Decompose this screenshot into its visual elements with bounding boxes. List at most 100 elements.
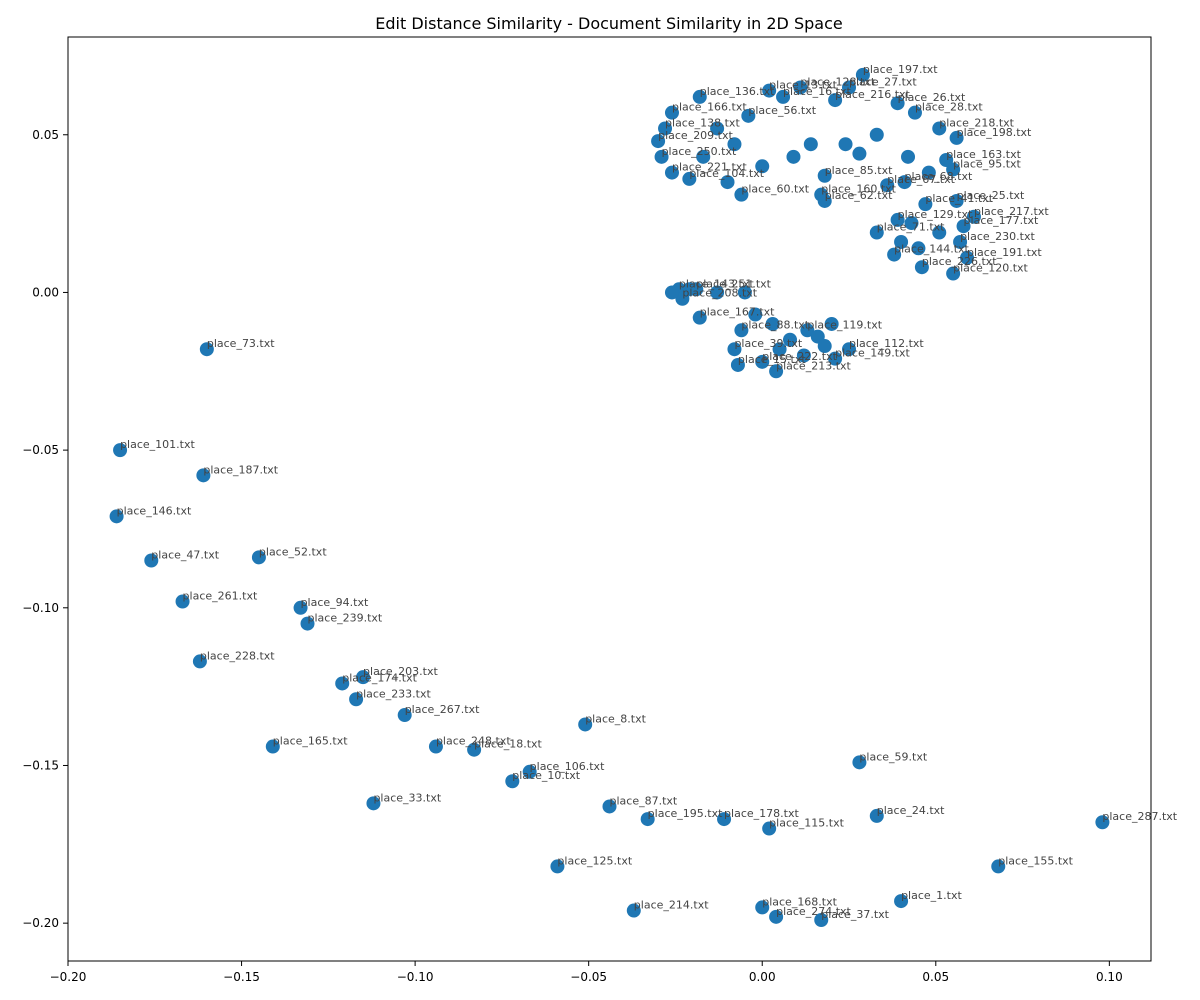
x-tick-label: 0.10: [1096, 970, 1123, 984]
x-tick-label: 0.00: [749, 970, 776, 984]
scatter-point: [626, 903, 641, 918]
scatter-point: [505, 774, 520, 789]
scatter-point: [727, 137, 742, 152]
scatter-point: [717, 812, 732, 827]
scatter-point: [814, 913, 829, 928]
point-label: place_214.txt: [634, 899, 709, 912]
point-label: place_88.txt: [741, 318, 809, 331]
point-label: place_39.txt: [734, 337, 802, 350]
scatter-point: [265, 739, 280, 754]
point-label: place_60.txt: [741, 183, 809, 196]
point-label: place_59.txt: [859, 750, 927, 763]
x-tick-label: −0.10: [397, 970, 434, 984]
scatter-point: [932, 121, 947, 136]
point-label: place_85.txt: [825, 164, 893, 177]
point-label: place_177.txt: [964, 214, 1039, 227]
scatter-point: [786, 149, 801, 164]
scatter-point: [956, 219, 971, 234]
scatter-point: [991, 859, 1006, 874]
point-label: place_267.txt: [405, 703, 480, 716]
scatter-point: [932, 225, 947, 240]
scatter-point: [109, 509, 124, 524]
scatter-point: [824, 316, 839, 331]
scatter-point: [803, 137, 818, 152]
scatter-point: [776, 89, 791, 104]
scatter-point: [800, 323, 815, 338]
point-label: place_13.txt: [769, 79, 837, 92]
point-label: place_47.txt: [151, 548, 219, 561]
scatter-point: [692, 89, 707, 104]
chart-title: Edit Distance Similarity - Document Simi…: [375, 14, 842, 33]
plot-frame: [67, 36, 1152, 962]
y-tick-label: −0.10: [22, 601, 59, 615]
scatter-point: [682, 282, 697, 297]
point-label: place_41.txt: [925, 192, 993, 205]
y-axis: −0.20 −0.15 −0.10 −0.05 0.00 0.05: [22, 128, 68, 930]
scatter-point: [953, 234, 968, 249]
scatter-point: [914, 260, 929, 275]
point-label: place_226.txt: [922, 255, 997, 268]
scatter-point: [855, 67, 870, 82]
scatter-point: [710, 121, 725, 136]
scatter-point: [762, 83, 777, 98]
point-label: place_209.txt: [658, 129, 733, 142]
scatter-point: [293, 600, 308, 615]
scatter-point: [467, 742, 482, 757]
point-label: place_195.txt: [648, 807, 723, 820]
scatter-point: [828, 351, 843, 366]
scatter-point: [852, 755, 867, 770]
point-label: place_155.txt: [998, 854, 1073, 867]
x-tick-label: 0.05: [922, 970, 949, 984]
scatter-point: [817, 339, 832, 354]
point-label: place_248.txt: [436, 735, 511, 748]
point-label: place_18.txt: [474, 738, 542, 751]
point-label: place_112.txt: [849, 337, 924, 350]
scatter-point: [602, 799, 617, 814]
point-label: place_174.txt: [342, 671, 417, 684]
point-label: place_239.txt: [308, 612, 383, 625]
scatter-point: [144, 553, 159, 568]
point-label: place_250.txt: [662, 145, 737, 158]
scatter-point: [682, 171, 697, 186]
scatter-point: [397, 708, 412, 723]
scatter-point: [755, 159, 770, 174]
point-label: place_136.txt: [700, 85, 775, 98]
scatter-point: [904, 216, 919, 231]
scatter-point: [755, 900, 770, 915]
point-label: place_1.txt: [901, 889, 962, 902]
point-label: place_166.txt: [672, 101, 747, 114]
point-label: place_37.txt: [821, 908, 889, 921]
scatter-point: [664, 165, 679, 180]
point-label: place_146.txt: [117, 504, 192, 517]
point-label: place_222.txt: [762, 350, 837, 363]
scatter-point: [828, 93, 843, 108]
scatter-point: [796, 348, 811, 363]
scatter-point: [356, 670, 371, 685]
point-label: place_197.txt: [863, 63, 938, 76]
scatter-point: [578, 717, 593, 732]
point-label: place_218.txt: [939, 116, 1014, 129]
points-layer: [109, 67, 1110, 928]
scatter-point: [755, 354, 770, 369]
point-label: place_125.txt: [557, 854, 632, 867]
scatter-point: [793, 80, 808, 95]
scatter-point: [522, 764, 537, 779]
scatter-point: [710, 285, 725, 300]
point-label: place_26.txt: [898, 91, 966, 104]
scatter-point: [762, 821, 777, 836]
y-tick-label: 0.00: [32, 285, 59, 299]
point-label: place_25.txt: [957, 189, 1025, 202]
scatter-point: [907, 105, 922, 120]
point-label: place_71.txt: [877, 221, 945, 234]
point-label: place_115.txt: [769, 817, 844, 830]
point-label: place_120.txt: [953, 262, 1028, 275]
scatter-point: [720, 175, 735, 190]
point-label: place_27.txt: [849, 75, 917, 88]
scatter-point: [737, 285, 752, 300]
scatter-point: [890, 96, 905, 111]
scatter-point: [894, 894, 909, 909]
scatter-point: [251, 550, 266, 565]
point-label: place_56.txt: [748, 104, 816, 117]
y-tick-label: −0.20: [22, 916, 59, 930]
scatter-point: [946, 266, 961, 281]
